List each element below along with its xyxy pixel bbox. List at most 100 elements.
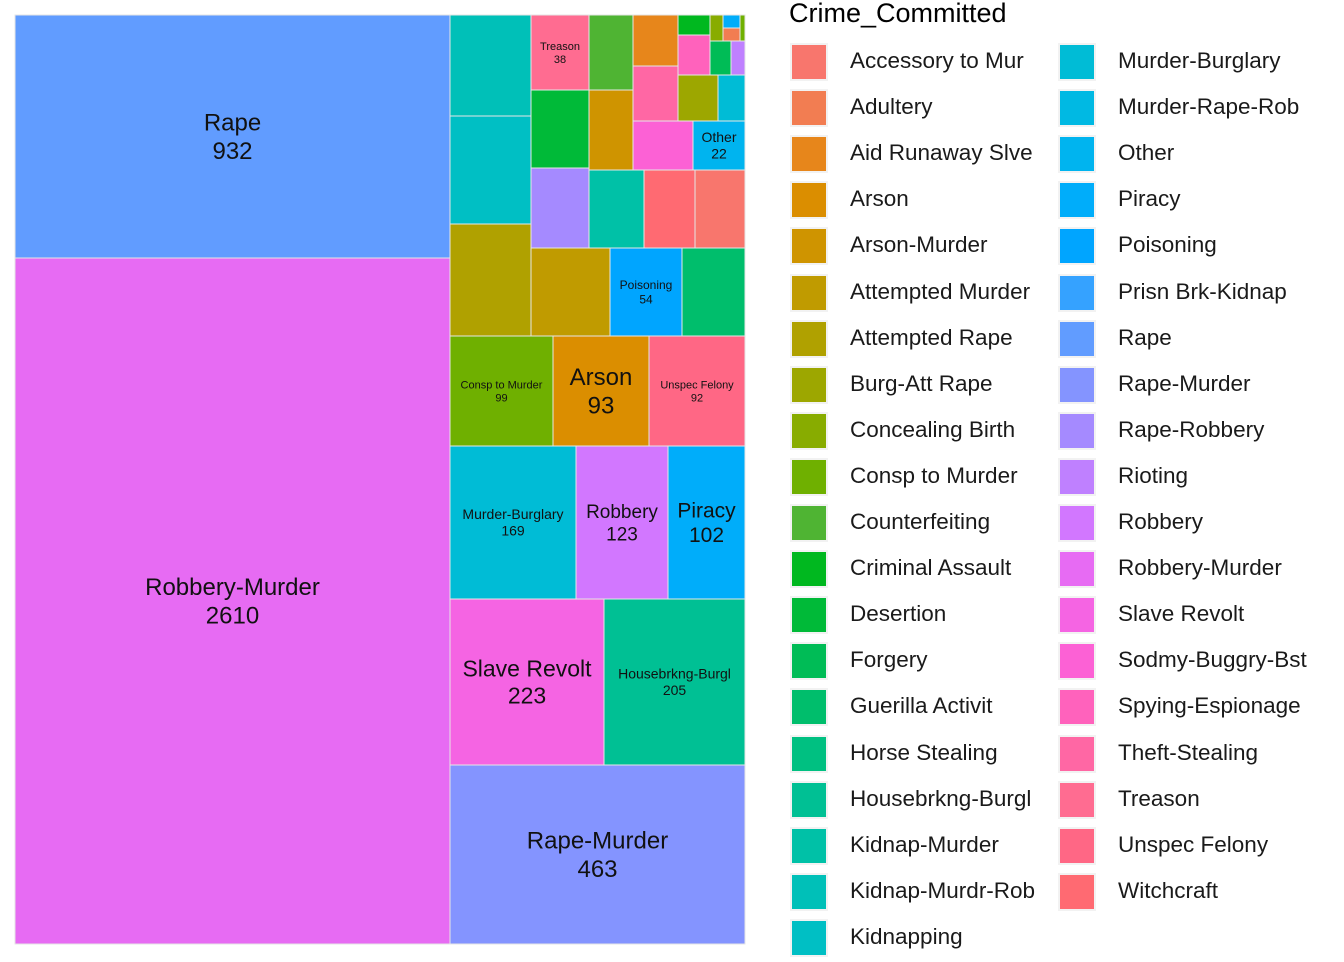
tile-criminal-assault (677, 14, 711, 36)
tile-value-robbery: 123 (606, 524, 638, 545)
tile-value-other: 22 (711, 146, 727, 162)
tile-rect-rioting (730, 40, 746, 76)
tile-witchcraft (643, 169, 696, 249)
tile-kidnapping (449, 115, 532, 225)
tile-rect-arson (552, 335, 650, 447)
tile-adultery (722, 27, 741, 42)
tile-label-other: Other (701, 129, 736, 145)
tile-attempted-murder (530, 247, 611, 337)
tile-rect-rape-robbery (530, 167, 590, 249)
tile-rect-unspec-felony (648, 335, 746, 447)
tile-rect-witchcraft (643, 169, 696, 249)
tile-value-housebrkng-burgl: 205 (663, 682, 687, 698)
tile-label-treason: Treason (540, 41, 580, 53)
tile-value-piracy: 102 (689, 524, 724, 547)
tile-rect-treason (530, 14, 590, 91)
tile-rect-kidnap-murder (588, 169, 645, 249)
tile-value-poisoning: 54 (639, 292, 653, 306)
tile-rect-desertion (530, 89, 590, 169)
tile-rect-housebrkng-burgl (603, 598, 746, 766)
tile-value-rape: 932 (212, 138, 252, 165)
tile-counterfeiting (588, 14, 634, 91)
tile-murder-burglary (717, 74, 746, 122)
tile-label-rape-murder: Rape-Murder (527, 828, 668, 855)
tile-rect-slave-revolt (449, 598, 605, 766)
tile-rect-arson-murder (588, 89, 634, 171)
tile-rect-sodmy-buggry-bst (632, 120, 694, 171)
tile-kidnap-murdr-rob (449, 14, 532, 117)
tile-piracy (722, 14, 741, 29)
tile-label-rape: Rape (204, 110, 261, 137)
tile-label-robbery-murder: Robbery-Murder (145, 574, 320, 601)
tile-rect-murder-burglary (449, 445, 577, 600)
tile-rect-forgery (709, 40, 732, 76)
tile-label-robbery: Robbery (586, 502, 658, 523)
tile-rect-robbery-murder (14, 257, 451, 945)
tile-guerilla-activit (681, 247, 746, 337)
tile-label-consp-to-murder: Consp to Murder (461, 379, 543, 391)
tile-rect-aid-runaway-slve (632, 14, 679, 67)
tile-rect-piracy (667, 445, 746, 600)
tile-label-piracy: Piracy (677, 499, 736, 522)
tile-kidnap-murder (588, 169, 645, 249)
tile-rect-concealing-birth (709, 14, 724, 42)
tile-aid-runaway-slve (632, 14, 679, 67)
tile-value-unspec-felony: 92 (691, 392, 703, 404)
tile-rect-rape (14, 14, 451, 259)
tile-value-treason: 38 (554, 54, 566, 66)
tile-rect-attempted-rape (449, 223, 532, 337)
tile-desertion (530, 89, 590, 169)
tile-label-poisoning: Poisoning (620, 278, 673, 292)
tile-rect-accessory-to-mur (694, 169, 746, 249)
tile-label-murder-burglary: Murder-Burglary (462, 506, 563, 522)
tile-consp-to-murder (739, 14, 746, 42)
tile-value-consp-to-murder: 99 (495, 392, 507, 404)
tile-sodmy-buggry-bst (632, 120, 694, 171)
tile-rect-consp-to-murder (739, 14, 746, 42)
tile-rect-attempted-murder (530, 247, 611, 337)
tile-rect-kidnap-murdr-rob (449, 14, 532, 117)
tile-rect-theft-stealing (632, 65, 679, 122)
tile-value-murder-burglary: 169 (501, 523, 525, 539)
tile-rect-consp-to-murder (449, 335, 554, 447)
tile-spying-espionage (677, 34, 711, 76)
tile-rect-criminal-assault (677, 14, 711, 36)
tile-value-slave-revolt: 223 (508, 683, 546, 709)
tile-theft-stealing (632, 65, 679, 122)
tile-rect-counterfeiting (588, 14, 634, 91)
tile-concealing-birth (709, 14, 724, 42)
tile-rape-robbery (530, 167, 590, 249)
tile-rect-robbery (575, 445, 669, 600)
tile-attempted-rape (449, 223, 532, 337)
tile-rect-spying-espionage (677, 34, 711, 76)
tile-rect-murder-burglary (717, 74, 746, 122)
tile-rect-kidnapping (449, 115, 532, 225)
tile-label-arson: Arson (570, 364, 633, 391)
tile-label-housebrkng-burgl: Housebrkng-Burgl (618, 666, 731, 682)
tile-forgery (709, 40, 732, 76)
tile-accessory-to-mur (694, 169, 746, 249)
tile-rect-guerilla-activit (681, 247, 746, 337)
tile-rect-burg-att-rape (677, 74, 719, 122)
tile-value-robbery-murder: 2610 (206, 603, 259, 630)
tile-arson-murder (588, 89, 634, 171)
tile-value-arson: 93 (588, 393, 615, 420)
tile-burg-att-rape (677, 74, 719, 122)
tile-rioting (730, 40, 746, 76)
tile-label-slave-revolt: Slave Revolt (462, 655, 592, 681)
tile-rect-piracy (722, 14, 741, 29)
